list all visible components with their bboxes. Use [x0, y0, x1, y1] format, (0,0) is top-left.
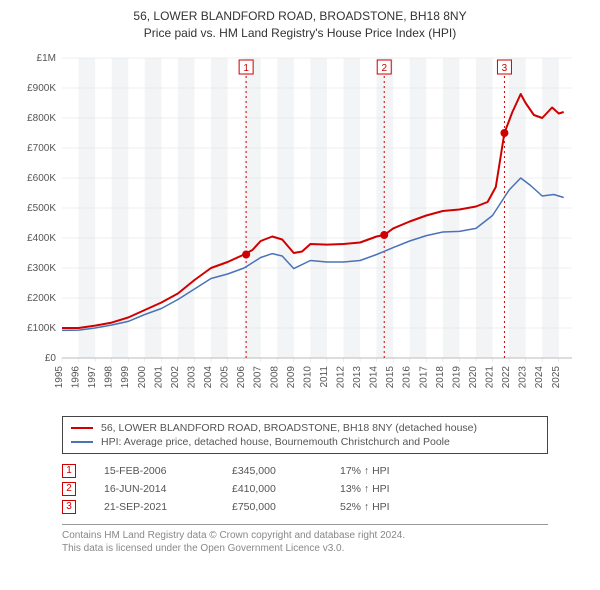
svg-text:2009: 2009	[286, 365, 297, 388]
legend-swatch-hpi	[71, 441, 93, 443]
footnote-line1: Contains HM Land Registry data © Crown c…	[62, 529, 548, 543]
svg-text:2005: 2005	[220, 365, 231, 388]
marker-pct-3: 52% ↑ HPI	[340, 501, 430, 513]
svg-text:1999: 1999	[120, 365, 131, 388]
svg-text:£600K: £600K	[27, 173, 56, 184]
svg-text:2025: 2025	[551, 365, 562, 388]
chart-area: £0 £100K £200K £300K £400K £500K £600K £700K £80…	[12, 48, 588, 408]
svg-text:2021: 2021	[485, 365, 496, 388]
footnote-line2: This data is licensed under the Open Gov…	[62, 542, 548, 556]
svg-text:2014: 2014	[369, 365, 380, 388]
title-line1: 56, LOWER BLANDFORD ROAD, BROADSTONE, BH…	[12, 8, 588, 25]
svg-text:2018: 2018	[435, 365, 446, 388]
svg-text:1: 1	[243, 63, 249, 74]
legend-swatch-property	[71, 427, 93, 429]
marker-price-2: £410,000	[232, 483, 312, 495]
marker-badge-3: 3	[62, 500, 76, 514]
marker-row-2: 2 16-JUN-2014 £410,000 13% ↑ HPI	[62, 480, 548, 498]
title-line2: Price paid vs. HM Land Registry's House …	[12, 25, 588, 42]
svg-text:1995: 1995	[54, 365, 65, 388]
svg-text:2001: 2001	[153, 365, 164, 388]
marker-date-1: 15-FEB-2006	[104, 465, 204, 477]
legend-row-hpi: HPI: Average price, detached house, Bour…	[71, 435, 539, 449]
footnote: Contains HM Land Registry data © Crown c…	[62, 524, 548, 556]
svg-text:2016: 2016	[402, 365, 413, 388]
marker-pct-2: 13% ↑ HPI	[340, 483, 430, 495]
svg-text:2007: 2007	[253, 365, 264, 388]
svg-text:2015: 2015	[385, 365, 396, 388]
svg-text:£500K: £500K	[27, 203, 56, 214]
chart-container: 56, LOWER BLANDFORD ROAD, BROADSTONE, BH…	[0, 0, 600, 564]
svg-text:£0: £0	[45, 353, 57, 364]
marker-badge-1: 1	[62, 464, 76, 478]
svg-text:2004: 2004	[203, 365, 214, 388]
svg-text:3: 3	[502, 63, 508, 74]
marker-price-3: £750,000	[232, 501, 312, 513]
marker-date-2: 16-JUN-2014	[104, 483, 204, 495]
legend-label-property: 56, LOWER BLANDFORD ROAD, BROADSTONE, BH…	[101, 422, 477, 434]
marker-pct-1: 17% ↑ HPI	[340, 465, 430, 477]
svg-text:2008: 2008	[269, 365, 280, 388]
svg-text:2003: 2003	[186, 365, 197, 388]
svg-text:1998: 1998	[104, 365, 115, 388]
svg-text:2022: 2022	[501, 365, 512, 388]
svg-text:1996: 1996	[71, 365, 82, 388]
title-block: 56, LOWER BLANDFORD ROAD, BROADSTONE, BH…	[12, 8, 588, 42]
marker-date-3: 21-SEP-2021	[104, 501, 204, 513]
legend-row-property: 56, LOWER BLANDFORD ROAD, BROADSTONE, BH…	[71, 421, 539, 435]
svg-text:2011: 2011	[319, 365, 330, 387]
marker-row-3: 3 21-SEP-2021 £750,000 52% ↑ HPI	[62, 498, 548, 516]
svg-text:2002: 2002	[170, 365, 181, 388]
svg-text:£400K: £400K	[27, 233, 56, 244]
markers-table: 1 15-FEB-2006 £345,000 17% ↑ HPI 2 16-JU…	[62, 462, 548, 516]
svg-text:£800K: £800K	[27, 113, 56, 124]
svg-text:£100K: £100K	[27, 323, 56, 334]
svg-text:2020: 2020	[468, 365, 479, 388]
svg-text:£1M: £1M	[37, 53, 56, 64]
svg-text:2: 2	[381, 63, 387, 74]
svg-text:2017: 2017	[418, 365, 429, 388]
svg-text:1997: 1997	[87, 365, 98, 388]
svg-text:2010: 2010	[302, 365, 313, 388]
svg-text:2024: 2024	[534, 365, 545, 388]
svg-text:2006: 2006	[236, 365, 247, 388]
svg-text:£900K: £900K	[27, 83, 56, 94]
marker-price-1: £345,000	[232, 465, 312, 477]
svg-text:£700K: £700K	[27, 143, 56, 154]
legend-label-hpi: HPI: Average price, detached house, Bour…	[101, 436, 450, 448]
svg-text:£300K: £300K	[27, 263, 56, 274]
line-chart-svg: £0 £100K £200K £300K £400K £500K £600K £700K £80…	[12, 48, 588, 408]
legend-box: 56, LOWER BLANDFORD ROAD, BROADSTONE, BH…	[62, 416, 548, 454]
svg-text:£200K: £200K	[27, 293, 56, 304]
svg-text:2019: 2019	[451, 365, 462, 388]
marker-badge-2: 2	[62, 482, 76, 496]
marker-row-1: 1 15-FEB-2006 £345,000 17% ↑ HPI	[62, 462, 548, 480]
svg-text:2012: 2012	[335, 365, 346, 388]
svg-text:2000: 2000	[137, 365, 148, 388]
svg-text:2013: 2013	[352, 365, 363, 388]
svg-text:2023: 2023	[518, 365, 529, 388]
